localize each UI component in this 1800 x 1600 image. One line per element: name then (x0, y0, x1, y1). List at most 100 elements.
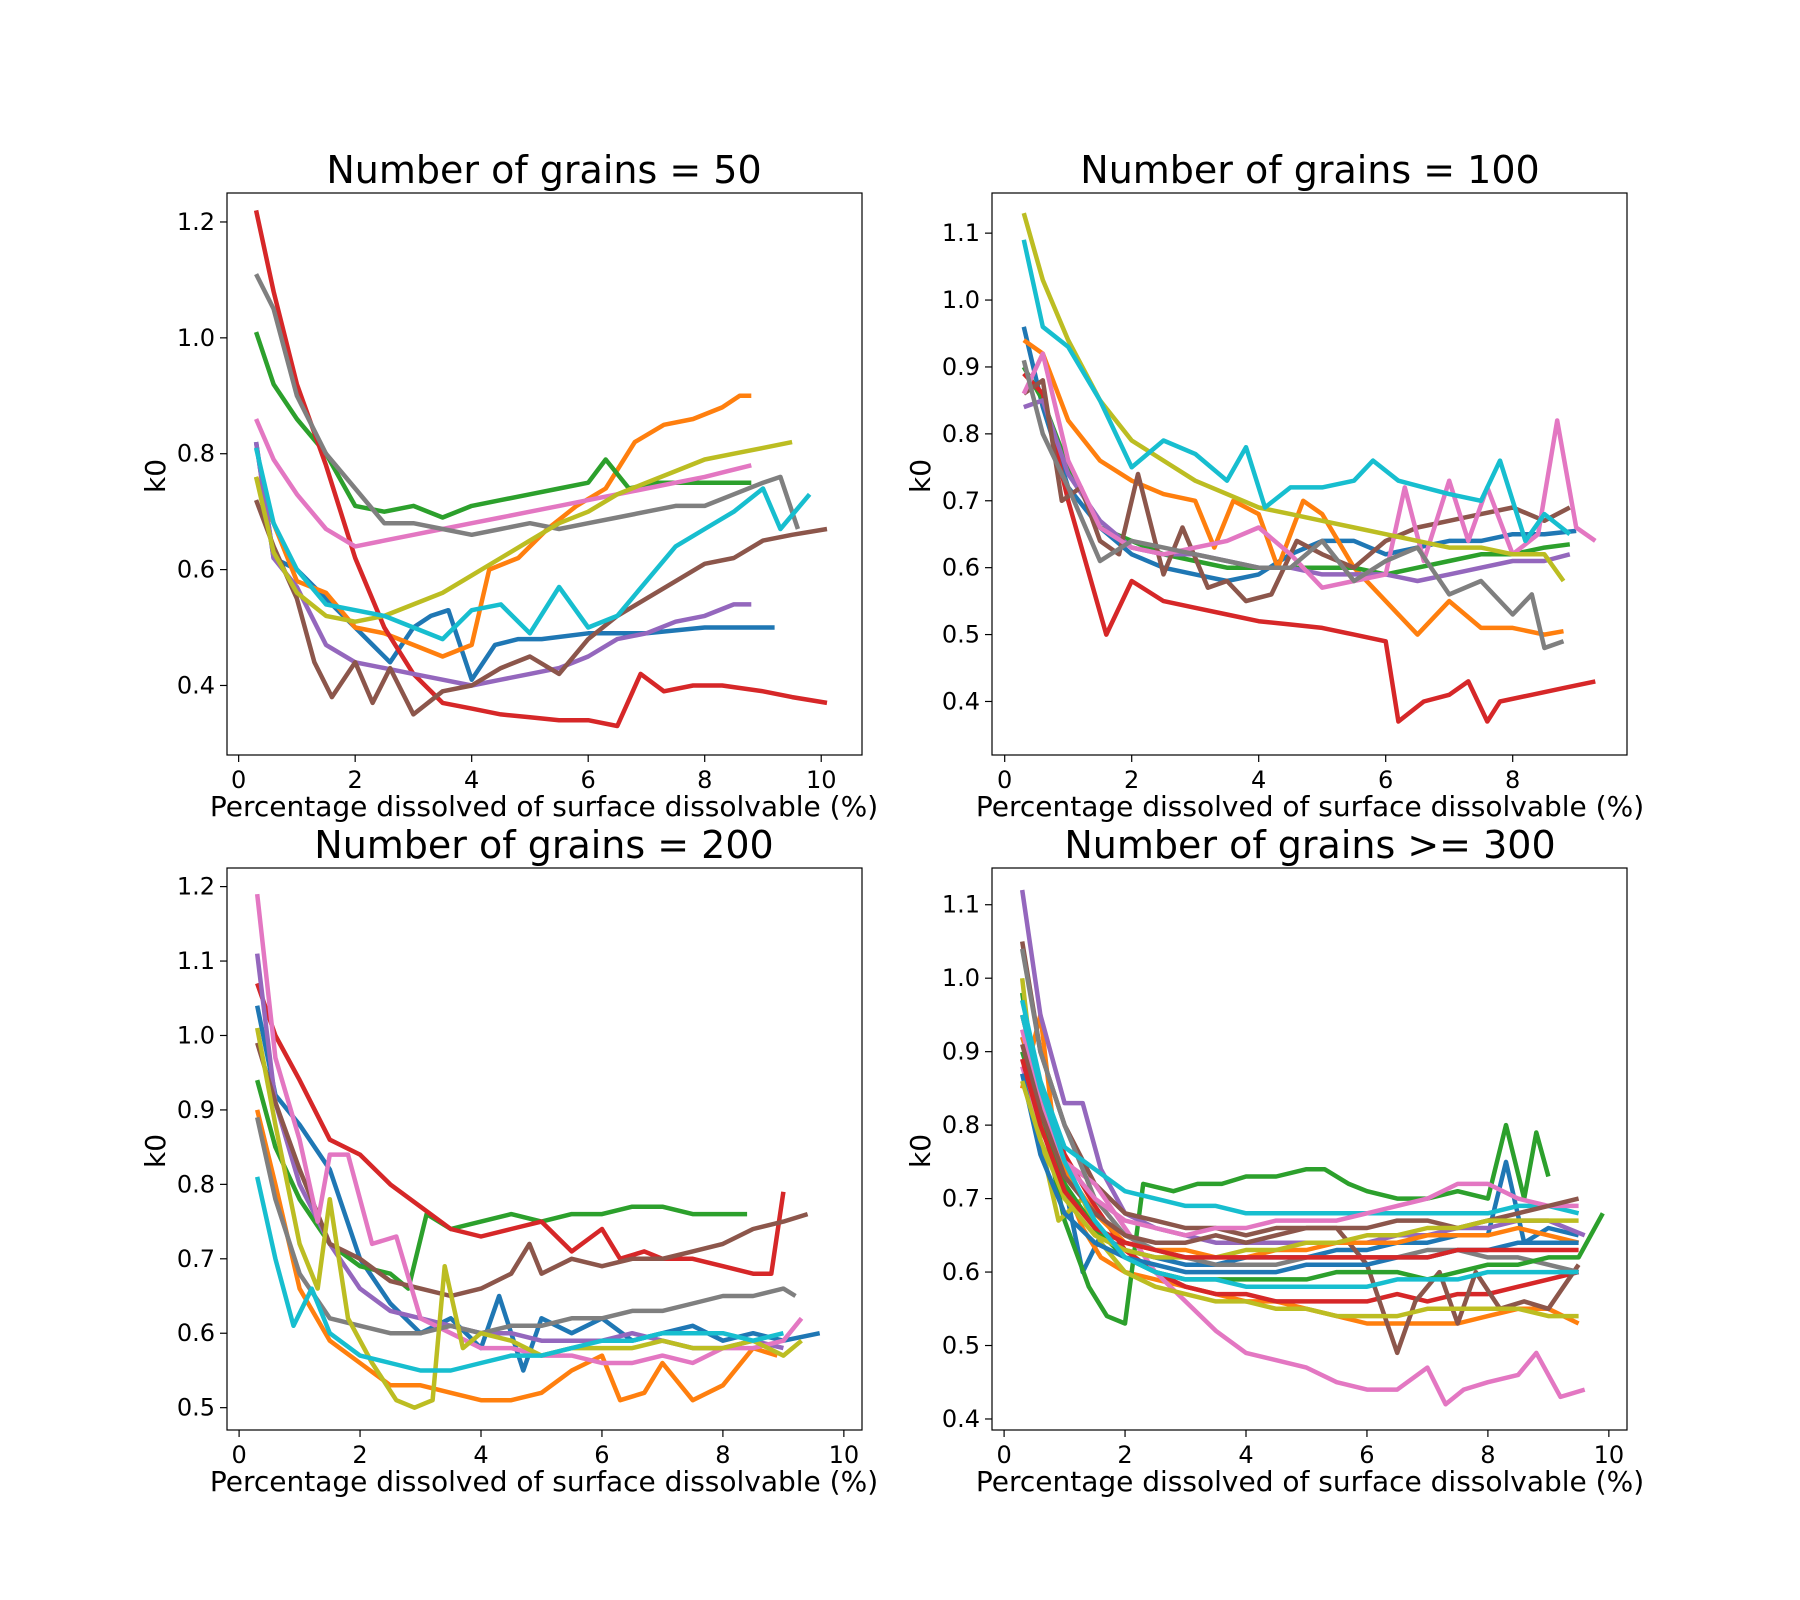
x-axis-label: Percentage dissolved of surface dissolva… (210, 790, 878, 823)
y-tick-label: 0.8 (177, 1170, 215, 1198)
series-line (253, 439, 793, 624)
x-tick-label: 2 (1117, 1441, 1132, 1469)
series-line (1020, 1014, 1579, 1289)
y-tick-label: 0.5 (942, 1332, 980, 1360)
y-tick-label: 1.0 (942, 964, 980, 992)
series-line (1020, 999, 1580, 1216)
series-group (1019, 889, 1605, 1407)
series-group (1021, 212, 1597, 724)
subplot-grains-300-plus: Number of grains >= 300 Percentage disso… (904, 823, 1644, 1498)
x-tick-label: 8 (715, 1441, 730, 1469)
series-line (1019, 889, 1586, 1245)
plot-area: 0 2 4 6 8 10 0.4 0.6 0.8 1.0 1.2 (177, 192, 863, 794)
subplot-grains-50: Number of grains = 50 Percentage dissolv… (139, 148, 878, 823)
y-tick-label: 0.7 (942, 1185, 980, 1213)
y-tick-label: 0.5 (942, 621, 980, 649)
y-tick-label: 0.4 (177, 671, 215, 699)
y-tick-label: 0.7 (177, 1245, 215, 1273)
series-line (255, 1109, 778, 1403)
x-tick-label: 6 (594, 1441, 609, 1469)
series-group (254, 893, 821, 1410)
y-tick-label: 1.2 (177, 208, 215, 236)
x-tick-label: 0 (996, 1441, 1011, 1469)
x-tick-label: 0 (231, 766, 246, 794)
y-tick-label: 1.0 (942, 286, 980, 314)
plot-area: 0 2 4 6 8 10 0.5 0.6 0.7 0.8 0.9 1.0 1.1 1.2 (177, 867, 863, 1469)
x-tick-label: 2 (352, 1441, 367, 1469)
plot-area: 0 2 4 6 8 0.4 0.5 0.6 0.7 0.8 0.9 1.0 1.1 (942, 192, 1628, 794)
series-line (253, 209, 828, 729)
series-line (255, 1176, 784, 1373)
x-tick-label: 8 (1480, 1441, 1495, 1469)
series-line (254, 1027, 803, 1410)
y-tick-label: 0.9 (177, 1096, 215, 1124)
x-tick-label: 0 (231, 1441, 246, 1469)
x-tick-label: 6 (1359, 1441, 1374, 1469)
x-tick-label: 8 (1505, 766, 1520, 794)
x-axis-label: Percentage dissolved of surface dissolva… (976, 1465, 1644, 1498)
y-tick-label: 0.6 (942, 554, 980, 582)
x-tick-label: 6 (581, 766, 596, 794)
x-tick-label: 2 (348, 766, 363, 794)
y-tick-label: 0.5 (177, 1394, 215, 1422)
x-tick-label: 4 (464, 766, 479, 794)
plot-frame (991, 192, 1628, 756)
x-axis-label: Percentage dissolved of surface dissolva… (976, 790, 1644, 823)
y-tick-label: 0.9 (942, 1038, 980, 1066)
x-tick-label: 2 (1124, 766, 1139, 794)
series-line (1020, 1014, 1580, 1304)
y-tick-label: 0.6 (177, 1319, 215, 1347)
y-tick-label: 1.0 (177, 1021, 215, 1049)
y-tick-label: 1.2 (177, 873, 215, 901)
y-tick-label: 0.7 (942, 487, 980, 515)
chart-title: Number of grains = 100 (1080, 148, 1539, 192)
series-line (1021, 359, 1565, 651)
series-group (253, 209, 828, 729)
plot-frame (991, 867, 1628, 1431)
chart-title: Number of grains = 200 (314, 823, 773, 867)
y-tick-label: 0.6 (942, 1258, 980, 1286)
y-axis-label: k0 (904, 1134, 937, 1168)
series-line (254, 1005, 821, 1373)
x-tick-label: 10 (806, 766, 837, 794)
y-tick-label: 0.6 (177, 556, 215, 584)
y-axis-label: k0 (139, 1134, 172, 1168)
x-tick-label: 10 (829, 1441, 860, 1469)
y-tick-label: 1.1 (177, 947, 215, 975)
subplot-grains-200: Number of grains = 200 Percentage dissol… (139, 823, 878, 1498)
x-axis-label: Percentage dissolved of surface dissolva… (210, 1465, 878, 1498)
plot-area: 0 2 4 6 8 10 0.4 0.5 0.6 0.7 0.8 0.9 1.0 1.1 (942, 867, 1628, 1469)
series-line (254, 893, 804, 1366)
series-line (255, 1116, 797, 1336)
y-tick-label: 1.1 (942, 891, 980, 919)
y-tick-label: 1.0 (177, 324, 215, 352)
series-line (254, 418, 752, 549)
series-line (255, 982, 786, 1276)
plot-frame (226, 867, 863, 1431)
y-tick-label: 0.4 (942, 687, 980, 715)
series-line (253, 393, 752, 659)
series-line (1020, 1029, 1579, 1238)
y-tick-label: 1.1 (942, 219, 980, 247)
x-tick-label: 4 (1238, 1441, 1253, 1469)
y-tick-label: 0.9 (942, 353, 980, 381)
series-line (253, 441, 752, 688)
series-line (1020, 1058, 1579, 1260)
y-tick-label: 0.8 (177, 440, 215, 468)
plot-frame (226, 192, 863, 756)
chart-title: Number of grains >= 300 (1064, 823, 1555, 867)
series-line (1022, 372, 1596, 724)
y-tick-label: 0.8 (942, 420, 980, 448)
x-tick-label: 8 (697, 766, 712, 794)
series-line (253, 499, 828, 717)
x-tick-label: 6 (1378, 766, 1393, 794)
y-axis-label: k0 (139, 459, 172, 493)
x-tick-label: 4 (1251, 766, 1266, 794)
y-axis-label: k0 (904, 459, 937, 493)
series-line (1021, 239, 1572, 544)
chart-title: Number of grains = 50 (326, 148, 761, 192)
series-line (255, 1042, 809, 1299)
x-tick-label: 10 (1594, 1441, 1625, 1469)
